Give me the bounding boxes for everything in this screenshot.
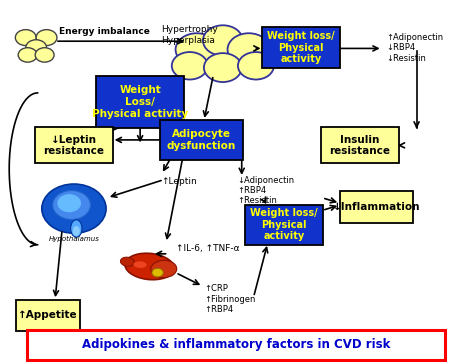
Circle shape [57, 194, 81, 212]
Circle shape [238, 52, 274, 79]
Circle shape [203, 25, 243, 56]
Circle shape [53, 191, 91, 220]
Text: ↑CRP
↑Fibrinogen
↑RBP4: ↑CRP ↑Fibrinogen ↑RBP4 [204, 284, 255, 314]
FancyBboxPatch shape [160, 120, 243, 160]
Ellipse shape [71, 220, 82, 237]
Text: ↑Adiponectin
↓RBP4
↓Resistin: ↑Adiponectin ↓RBP4 ↓Resistin [386, 33, 443, 62]
Circle shape [172, 52, 208, 79]
Circle shape [36, 30, 57, 45]
Ellipse shape [125, 253, 174, 280]
Circle shape [26, 40, 46, 56]
FancyBboxPatch shape [321, 127, 399, 163]
Circle shape [175, 33, 218, 66]
Text: ↓Inflammation: ↓Inflammation [333, 202, 420, 212]
FancyBboxPatch shape [245, 205, 323, 245]
FancyBboxPatch shape [262, 27, 340, 69]
FancyBboxPatch shape [96, 76, 184, 128]
Text: Insulin
resistance: Insulin resistance [329, 135, 391, 156]
Text: Hypertrophy
Hyperplasia: Hypertrophy Hyperplasia [161, 25, 218, 45]
Text: ↑Leptin: ↑Leptin [161, 177, 197, 186]
Text: Weight loss/
Physical
activity: Weight loss/ Physical activity [250, 208, 318, 241]
Text: ↑IL-6, ↑TNF-α: ↑IL-6, ↑TNF-α [175, 244, 239, 253]
Ellipse shape [120, 257, 134, 266]
Ellipse shape [151, 260, 177, 278]
Text: ↑Appetite: ↑Appetite [18, 310, 78, 320]
Text: Weight loss/
Physical
activity: Weight loss/ Physical activity [267, 31, 335, 64]
FancyBboxPatch shape [27, 330, 445, 360]
Text: Adipokines & inflammatory factors in CVD risk: Adipokines & inflammatory factors in CVD… [82, 338, 390, 351]
Text: Weight
Loss/
Physical activity: Weight Loss/ Physical activity [92, 85, 188, 119]
FancyBboxPatch shape [340, 191, 413, 223]
Ellipse shape [134, 261, 147, 268]
Circle shape [18, 48, 37, 62]
Text: Energy imbalance: Energy imbalance [59, 27, 150, 36]
Circle shape [15, 30, 36, 45]
Text: Adipocyte
dysfunction: Adipocyte dysfunction [167, 129, 236, 151]
Text: ↓Leptin
resistance: ↓Leptin resistance [44, 135, 104, 156]
FancyBboxPatch shape [35, 127, 113, 163]
Text: ↓Adiponectin
↑RBP4
↑Resistin: ↓Adiponectin ↑RBP4 ↑Resistin [237, 176, 294, 205]
FancyBboxPatch shape [16, 300, 80, 331]
Circle shape [42, 184, 106, 233]
Circle shape [35, 48, 54, 62]
Circle shape [228, 33, 270, 66]
Text: Hypothalamus: Hypothalamus [48, 236, 100, 242]
Circle shape [204, 53, 242, 82]
Ellipse shape [73, 226, 80, 236]
Circle shape [152, 268, 163, 277]
